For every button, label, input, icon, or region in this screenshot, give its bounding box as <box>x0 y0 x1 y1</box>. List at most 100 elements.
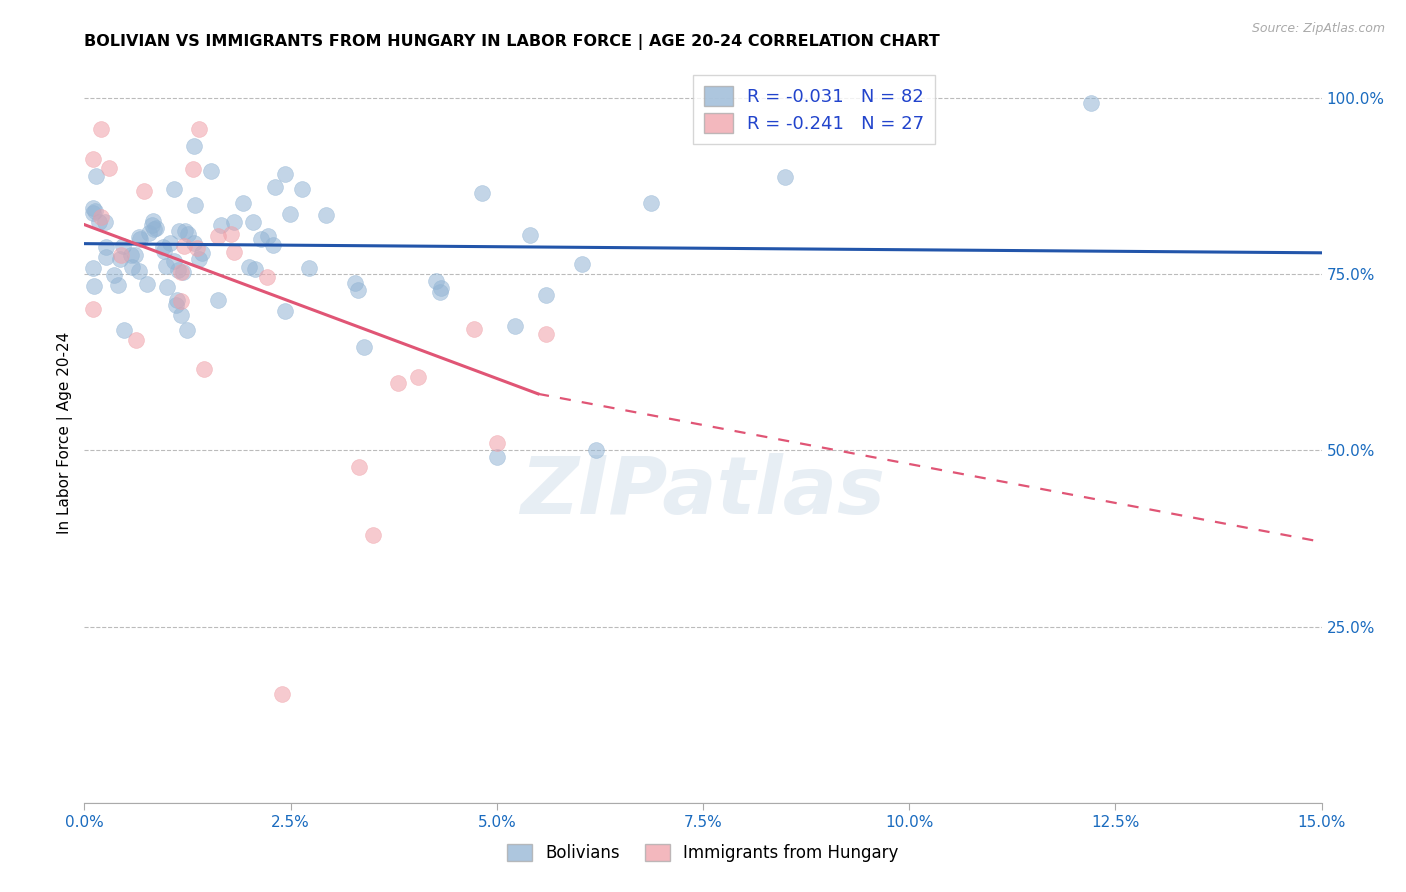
Point <box>430 281 453 295</box>
Legend: Bolivians, Immigrants from Hungary: Bolivians, Immigrants from Hungary <box>501 837 905 869</box>
Point <box>82 201 104 215</box>
Point <box>128 263 150 277</box>
Point <box>181 161 204 176</box>
Point <box>169 224 191 238</box>
Point <box>343 276 366 290</box>
Point <box>82 206 104 220</box>
Point <box>183 198 205 212</box>
Point <box>125 333 148 347</box>
Point <box>222 245 245 260</box>
Point <box>232 196 254 211</box>
Point <box>243 261 266 276</box>
Point <box>94 215 117 229</box>
Point <box>152 239 174 253</box>
Point <box>98 161 121 176</box>
Point <box>112 239 135 253</box>
Point <box>170 293 193 308</box>
Point <box>519 227 541 242</box>
Point <box>256 269 278 284</box>
Point <box>485 436 508 450</box>
Point <box>155 259 177 273</box>
Point <box>271 686 294 700</box>
Point <box>132 184 155 198</box>
Point <box>187 121 209 136</box>
Text: ZIPatlas: ZIPatlas <box>520 453 886 531</box>
Point <box>536 326 558 341</box>
Point <box>183 138 205 153</box>
Point <box>280 207 302 221</box>
Point <box>163 254 186 268</box>
Point <box>274 167 297 181</box>
Point <box>84 203 107 218</box>
Point <box>298 260 321 275</box>
Point <box>142 214 165 228</box>
Point <box>138 226 160 240</box>
Point <box>264 180 287 194</box>
Point <box>129 232 152 246</box>
Point <box>135 277 157 292</box>
Point <box>219 227 242 241</box>
Point <box>291 182 314 196</box>
Y-axis label: In Labor Force | Age 20-24: In Labor Force | Age 20-24 <box>58 332 73 533</box>
Point <box>485 450 508 465</box>
Point <box>250 232 273 246</box>
Point <box>188 252 211 266</box>
Point <box>186 241 208 255</box>
Point <box>207 293 229 307</box>
Point <box>173 239 195 253</box>
Point <box>90 122 112 136</box>
Point <box>238 260 260 275</box>
Point <box>471 186 494 201</box>
Text: Source: ZipAtlas.com: Source: ZipAtlas.com <box>1251 22 1385 36</box>
Point <box>96 250 118 264</box>
Point <box>173 224 195 238</box>
Point <box>571 257 593 271</box>
Point <box>128 229 150 244</box>
Point <box>170 265 193 279</box>
Point <box>256 229 278 244</box>
Point <box>145 221 167 235</box>
Point <box>153 244 176 258</box>
Point <box>200 164 222 178</box>
Point <box>165 298 187 312</box>
Point <box>163 181 186 195</box>
Point <box>156 279 179 293</box>
Point <box>346 283 368 297</box>
Point <box>107 277 129 292</box>
Point <box>82 302 104 317</box>
Point <box>170 308 193 322</box>
Point <box>183 236 205 251</box>
Point <box>124 248 146 262</box>
Point <box>463 322 485 336</box>
Point <box>209 219 232 233</box>
Point <box>159 235 181 250</box>
Point <box>84 169 107 183</box>
Point <box>207 229 229 244</box>
Point <box>103 268 125 282</box>
Point <box>353 340 375 354</box>
Point <box>536 288 558 302</box>
Point <box>315 208 337 222</box>
Point <box>1080 96 1102 111</box>
Point <box>503 319 526 334</box>
Point <box>90 210 112 224</box>
Point <box>94 240 117 254</box>
Point <box>274 303 297 318</box>
Point <box>429 285 451 300</box>
Point <box>167 263 190 277</box>
Point <box>166 293 188 307</box>
Point <box>347 460 370 475</box>
Point <box>176 227 198 241</box>
Point <box>172 265 194 279</box>
Text: BOLIVIAN VS IMMIGRANTS FROM HUNGARY IN LABOR FORCE | AGE 20-24 CORRELATION CHART: BOLIVIAN VS IMMIGRANTS FROM HUNGARY IN L… <box>84 34 941 50</box>
Point <box>361 528 384 542</box>
Point <box>110 248 132 262</box>
Point <box>108 252 131 267</box>
Point <box>775 169 797 184</box>
Point <box>112 323 135 337</box>
Point <box>82 260 104 275</box>
Point <box>193 362 215 376</box>
Point <box>640 195 662 210</box>
Point <box>121 260 143 274</box>
Point <box>585 443 607 458</box>
